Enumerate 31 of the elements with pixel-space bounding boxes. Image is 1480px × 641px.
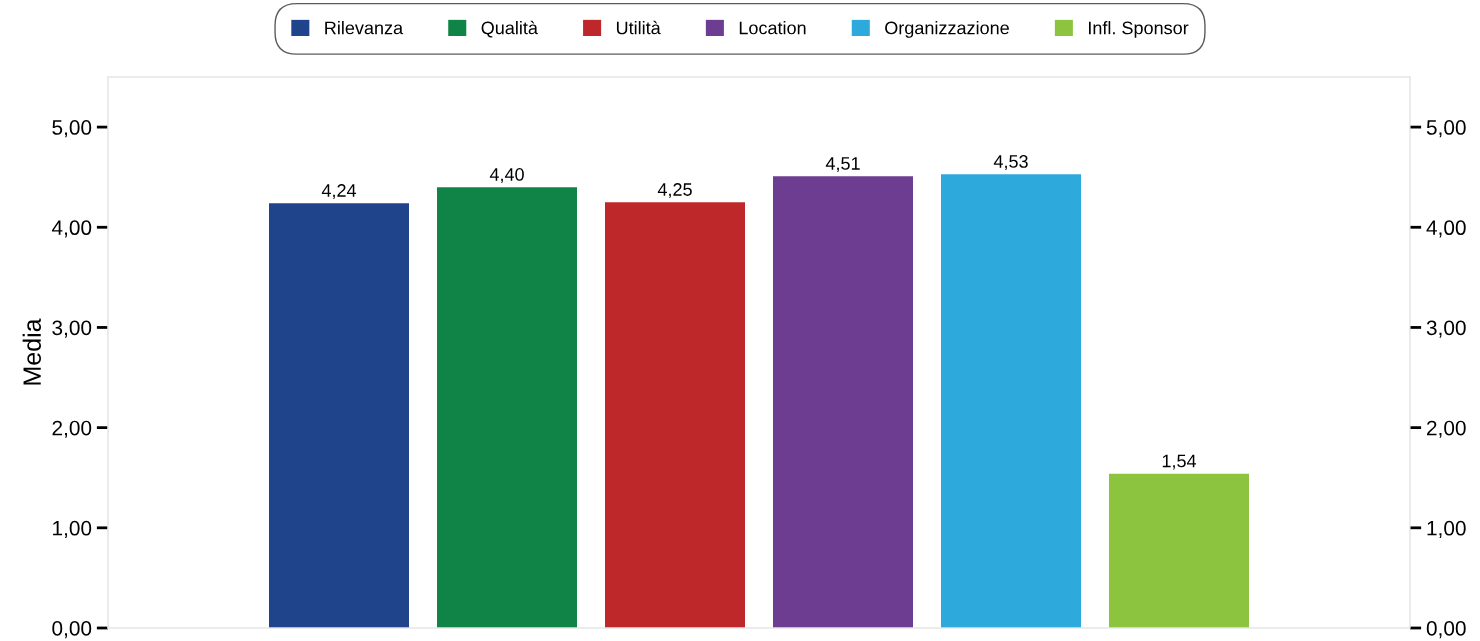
y-axis-title: Media xyxy=(22,318,41,385)
y-tick-label: 2,00 xyxy=(52,420,92,438)
bar xyxy=(605,202,745,628)
y2-tick-label: 5,00 xyxy=(1426,120,1466,138)
y2-tick-label: 4,00 xyxy=(1426,220,1466,238)
bar xyxy=(941,174,1081,628)
y2-tick-label: 3,00 xyxy=(1426,320,1466,338)
legend-label: Rilevanza xyxy=(325,21,404,35)
legend-label: Organizzazione xyxy=(885,21,1009,38)
bar xyxy=(437,187,577,628)
y-tick-label: 5,00 xyxy=(52,120,92,138)
legend-label: Location xyxy=(739,21,806,35)
data-label: 1,54 xyxy=(1162,454,1197,470)
y-tick-label: 3,00 xyxy=(52,320,92,338)
y2-tick-label: 0,00 xyxy=(1426,621,1466,639)
bar xyxy=(1109,473,1249,628)
y2-tick-label: 2,00 xyxy=(1427,420,1466,438)
y2-tick-label: 1,00 xyxy=(1427,520,1466,539)
data-label: 4,53 xyxy=(993,155,1028,170)
data-label: 4,40 xyxy=(489,168,524,183)
legend-label: Infl. Sponsor xyxy=(1089,21,1189,38)
bar xyxy=(269,203,409,628)
data-label: 4,24 xyxy=(321,184,357,200)
y-tick-label: 4,00 xyxy=(51,220,92,238)
data-label: 4,25 xyxy=(657,183,692,199)
y-tick-label: 0,00 xyxy=(52,621,92,639)
y-tick-label: 1,00 xyxy=(53,520,92,539)
data-label: 4,51 xyxy=(825,157,860,172)
bar xyxy=(773,176,913,628)
legend-label: Utilità xyxy=(616,20,661,35)
legend-label: Qualità xyxy=(481,20,538,38)
